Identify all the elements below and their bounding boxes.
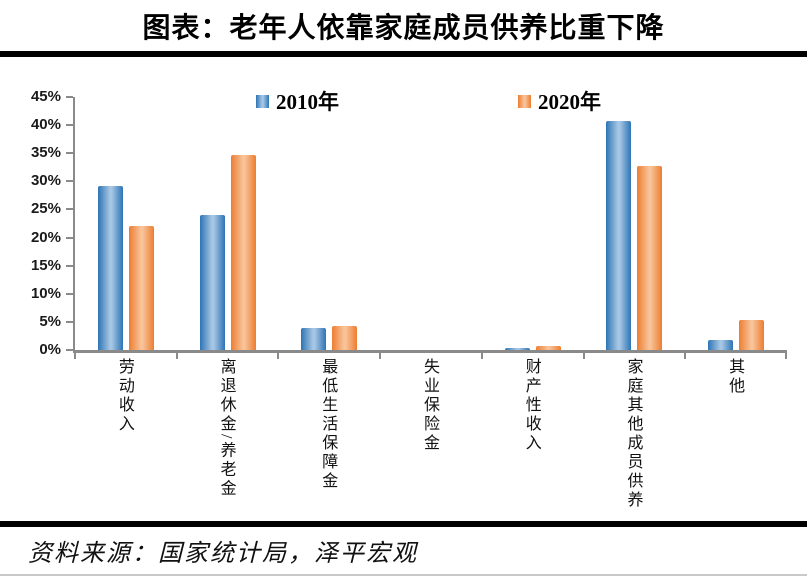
legend-swatch-2020-icon <box>518 94 531 108</box>
y-axis-tick-label: 30% <box>30 172 61 190</box>
y-axis-tick-label: 25% <box>30 200 61 218</box>
bar-2010年-其他 <box>708 340 734 350</box>
bar-2010年-最低生活保障金 <box>301 328 327 350</box>
x-axis-category-labels: 劳动收入 离退休金/养老金 最低生活保障金 失业保险金 财产性收入 家庭其他成员供养 其他 <box>73 358 785 518</box>
category-cell: 最低生活保障金 <box>276 358 378 518</box>
x-axis-tick <box>379 353 382 359</box>
x-axis-tick <box>480 353 483 359</box>
bar-2010年-离退休金/养老金 <box>199 215 225 350</box>
bar-group <box>685 97 787 350</box>
legend-label-2010: 2010年 <box>276 90 339 114</box>
y-axis-tick-label: 20% <box>30 228 61 246</box>
category-label: 失业保险金 <box>421 358 439 453</box>
y-axis-tick-label: 35% <box>30 144 61 162</box>
x-axis-tick <box>277 353 280 359</box>
y-axis-tick <box>66 152 73 155</box>
x-axis-tick <box>785 353 787 359</box>
y-axis-tick-label: 45% <box>30 88 61 105</box>
legend-label-2020: 2020年 <box>538 90 601 114</box>
category-label: 其他 <box>726 358 744 396</box>
legend-item-2020: 2020年 <box>518 86 601 116</box>
bar-2020年-财产性收入 <box>535 346 561 350</box>
bar-group <box>380 97 482 350</box>
bar-2020年-其他 <box>739 320 765 350</box>
bar-2010年-家庭其他成员供养 <box>606 121 632 350</box>
bar-2010年-劳动收入 <box>97 186 123 350</box>
y-axis-tick-label: 40% <box>30 116 61 134</box>
bar-group <box>482 97 584 350</box>
category-label: 劳动收入 <box>115 358 133 434</box>
bar-group <box>584 97 686 350</box>
y-axis-tick <box>66 208 73 211</box>
y-axis-tick <box>66 236 73 239</box>
y-axis-tick <box>66 96 73 98</box>
category-cell: 财产性收入 <box>480 358 582 518</box>
y-axis-tick <box>66 180 73 183</box>
source-note: 资料来源：国家统计局，泽平宏观 <box>28 541 418 567</box>
bar-2010年-财产性收入 <box>504 348 530 350</box>
y-axis-tick-label: 5% <box>39 312 61 330</box>
legend-swatch-2010-icon <box>256 94 269 108</box>
bar-2020年-离退休金/养老金 <box>230 155 256 350</box>
title-divider <box>0 51 807 57</box>
legend-item-2010: 2010年 <box>256 86 339 116</box>
category-label: 家庭其他成员供养 <box>624 358 642 510</box>
bar-2020年-劳动收入 <box>128 226 154 350</box>
bar-2020年-家庭其他成员供养 <box>637 166 663 350</box>
bar-group <box>75 97 177 350</box>
y-axis-tick <box>66 264 73 267</box>
plot-area: 0% 5% 10% 15% 20% 25% 30% 35% 40% 45% <box>31 88 787 359</box>
category-label: 最低生活保障金 <box>319 358 337 491</box>
category-cell: 离退休金/养老金 <box>175 358 277 518</box>
y-axis-tick <box>66 349 73 351</box>
bottom-edge-line <box>0 574 807 576</box>
y-axis-tick <box>66 124 73 127</box>
y-axis-tick <box>66 292 73 295</box>
bar-2020年-最低生活保障金 <box>332 326 358 350</box>
bar-group <box>278 97 380 350</box>
category-label: 离退休金/养老金 <box>217 358 235 499</box>
bar-group <box>177 97 279 350</box>
category-cell: 家庭其他成员供养 <box>582 358 684 518</box>
y-axis-tick-label: 15% <box>30 256 61 274</box>
footer-divider <box>0 521 807 527</box>
x-axis-tick <box>175 353 178 359</box>
x-axis-tick <box>74 353 76 359</box>
y-axis-tick <box>66 320 73 323</box>
category-cell: 其他 <box>683 358 785 518</box>
y-axis-tick-label: 0% <box>39 341 61 358</box>
page-title: 图表：老年人依靠家庭成员供养比重下降 <box>142 13 665 44</box>
category-cell: 劳动收入 <box>73 358 175 518</box>
x-axis-tick <box>684 353 687 359</box>
y-axis-tick-label: 10% <box>30 284 61 302</box>
category-label: 财产性收入 <box>522 358 540 453</box>
x-axis-tick <box>582 353 585 359</box>
category-cell: 失业保险金 <box>378 358 480 518</box>
